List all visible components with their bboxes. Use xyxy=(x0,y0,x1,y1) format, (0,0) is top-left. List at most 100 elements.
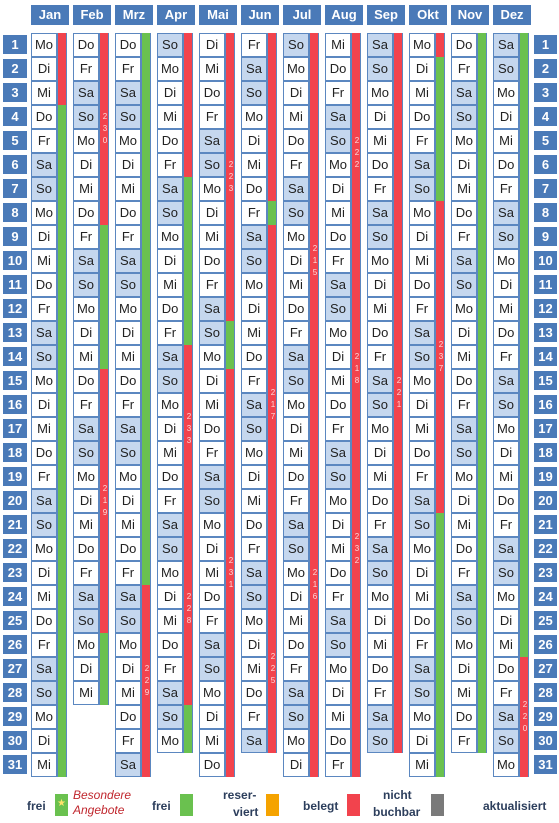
day-cell[interactable]: Mi xyxy=(493,129,519,153)
day-cell[interactable]: Sa xyxy=(283,345,309,369)
day-cell[interactable]: Mo xyxy=(241,609,267,633)
day-cell[interactable]: Do xyxy=(325,393,351,417)
day-cell[interactable]: Do xyxy=(241,513,267,537)
day-cell[interactable]: Sa xyxy=(283,681,309,705)
day-cell[interactable]: Fr xyxy=(31,297,57,321)
day-cell[interactable]: So xyxy=(241,249,267,273)
free-period-bar[interactable] xyxy=(225,321,235,369)
day-cell[interactable]: Fr xyxy=(325,753,351,777)
day-cell[interactable]: Do xyxy=(241,345,267,369)
day-cell[interactable]: Di xyxy=(409,57,435,81)
day-cell[interactable]: So xyxy=(199,489,225,513)
day-cell[interactable]: Fr xyxy=(31,633,57,657)
day-cell[interactable]: Mi xyxy=(73,513,99,537)
day-cell[interactable]: So xyxy=(325,465,351,489)
day-cell[interactable]: So xyxy=(283,201,309,225)
day-cell[interactable]: Sa xyxy=(31,657,57,681)
day-cell[interactable]: Sa xyxy=(241,561,267,585)
day-cell[interactable]: Mi xyxy=(241,153,267,177)
day-cell[interactable]: Mo xyxy=(73,465,99,489)
day-cell[interactable]: Di xyxy=(409,561,435,585)
day-cell[interactable]: Mo xyxy=(31,33,57,57)
day-cell[interactable]: Mo xyxy=(115,633,141,657)
booked-period-bar[interactable] xyxy=(267,33,277,201)
day-cell[interactable]: Do xyxy=(31,273,57,297)
day-cell[interactable]: Mo xyxy=(493,753,519,777)
day-cell[interactable]: So xyxy=(283,537,309,561)
day-cell[interactable]: Mo xyxy=(115,465,141,489)
day-cell[interactable]: Mo xyxy=(199,177,225,201)
day-cell[interactable]: So xyxy=(451,273,477,297)
day-cell[interactable]: Mo xyxy=(199,681,225,705)
day-cell[interactable]: Di xyxy=(493,273,519,297)
day-cell[interactable]: Fr xyxy=(325,81,351,105)
day-cell[interactable]: Di xyxy=(451,657,477,681)
day-cell[interactable]: Di xyxy=(157,249,183,273)
day-cell[interactable]: Mo xyxy=(493,585,519,609)
day-cell[interactable]: So xyxy=(451,441,477,465)
day-cell[interactable]: Fr xyxy=(283,321,309,345)
day-cell[interactable]: Di xyxy=(157,585,183,609)
day-cell[interactable]: Mi xyxy=(451,513,477,537)
day-cell[interactable]: So xyxy=(493,225,519,249)
day-cell[interactable]: Di xyxy=(493,105,519,129)
day-cell[interactable]: Sa xyxy=(493,201,519,225)
day-cell[interactable]: Mo xyxy=(31,369,57,393)
free-period-bar[interactable] xyxy=(183,705,193,753)
day-cell[interactable]: So xyxy=(199,321,225,345)
day-cell[interactable]: So xyxy=(325,633,351,657)
day-cell[interactable]: Mi xyxy=(325,33,351,57)
day-cell[interactable]: Fr xyxy=(283,657,309,681)
day-cell[interactable]: Fr xyxy=(157,657,183,681)
day-cell[interactable]: Mi xyxy=(199,393,225,417)
day-cell[interactable]: Sa xyxy=(493,705,519,729)
day-cell[interactable]: Fr xyxy=(409,633,435,657)
day-cell[interactable]: Sa xyxy=(325,273,351,297)
day-cell[interactable]: Di xyxy=(409,225,435,249)
day-cell[interactable]: So xyxy=(241,417,267,441)
day-cell[interactable]: Mo xyxy=(409,369,435,393)
day-cell[interactable]: Di xyxy=(31,225,57,249)
day-cell[interactable]: Do xyxy=(367,657,393,681)
day-cell[interactable]: Di xyxy=(31,561,57,585)
day-cell[interactable]: So xyxy=(409,345,435,369)
day-cell[interactable]: Fr xyxy=(199,441,225,465)
day-cell[interactable]: Do xyxy=(31,105,57,129)
day-cell[interactable]: Mi xyxy=(325,369,351,393)
day-cell[interactable]: Mi xyxy=(73,345,99,369)
day-cell[interactable]: Mi xyxy=(115,681,141,705)
day-cell[interactable]: Mo xyxy=(283,729,309,753)
day-cell[interactable]: Di xyxy=(283,753,309,777)
day-cell[interactable]: Di xyxy=(493,609,519,633)
day-cell[interactable]: Di xyxy=(115,321,141,345)
day-cell[interactable]: So xyxy=(409,681,435,705)
day-cell[interactable]: Mi xyxy=(157,441,183,465)
day-cell[interactable]: Mi xyxy=(31,417,57,441)
day-cell[interactable]: Do xyxy=(367,153,393,177)
day-cell[interactable]: Mo xyxy=(241,105,267,129)
day-cell[interactable]: Di xyxy=(451,489,477,513)
day-cell[interactable]: So xyxy=(199,657,225,681)
day-cell[interactable]: Do xyxy=(451,201,477,225)
day-cell[interactable]: So xyxy=(31,177,57,201)
day-cell[interactable]: So xyxy=(157,33,183,57)
day-cell[interactable]: Di xyxy=(283,81,309,105)
day-cell[interactable]: Di xyxy=(31,393,57,417)
free-period-bar[interactable] xyxy=(99,633,109,705)
day-cell[interactable]: Do xyxy=(493,489,519,513)
day-cell[interactable]: Fr xyxy=(157,153,183,177)
day-cell[interactable]: So xyxy=(367,225,393,249)
day-cell[interactable]: Sa xyxy=(115,249,141,273)
day-cell[interactable]: Fr xyxy=(451,729,477,753)
day-cell[interactable]: Mo xyxy=(73,297,99,321)
day-cell[interactable]: Do xyxy=(199,417,225,441)
day-cell[interactable]: Di xyxy=(325,681,351,705)
day-cell[interactable]: Mi xyxy=(451,177,477,201)
day-cell[interactable]: Mo xyxy=(157,225,183,249)
day-cell[interactable]: Do xyxy=(451,705,477,729)
day-cell[interactable]: Sa xyxy=(241,57,267,81)
day-cell[interactable]: Do xyxy=(73,369,99,393)
